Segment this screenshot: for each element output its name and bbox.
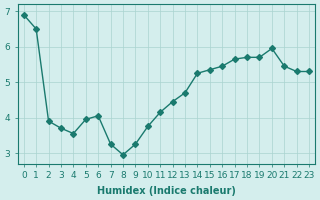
X-axis label: Humidex (Indice chaleur): Humidex (Indice chaleur) <box>97 186 236 196</box>
